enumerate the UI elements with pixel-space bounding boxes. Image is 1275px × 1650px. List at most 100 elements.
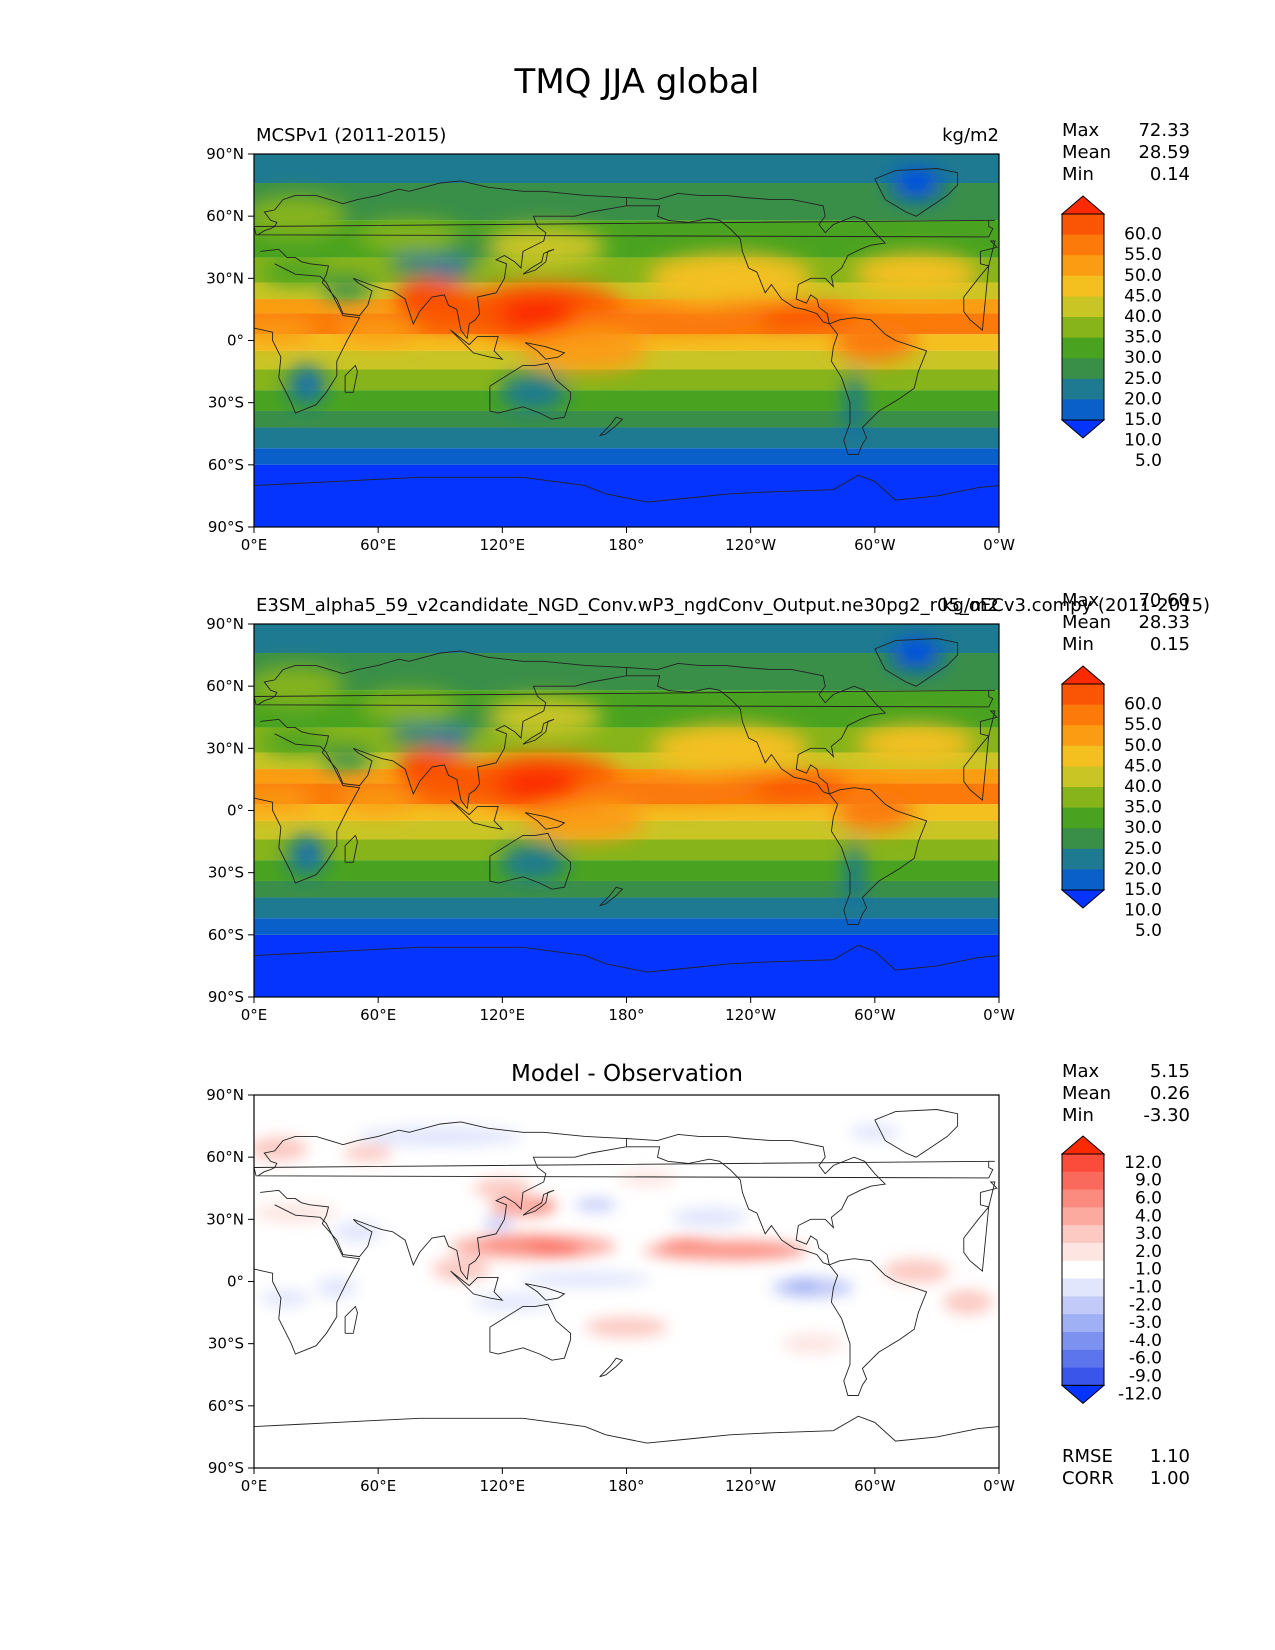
colorbar-label: 40.0 — [1124, 777, 1162, 797]
colorbar-label: 50.0 — [1124, 736, 1162, 756]
x-tick-label: 0°E — [241, 536, 268, 554]
x-tick-label: 0°W — [983, 536, 1015, 554]
dry-region-10 — [446, 236, 497, 258]
colorbar-label: 4.0 — [1135, 1206, 1162, 1226]
coastline-greenland — [874, 638, 959, 687]
moisture-blob-9 — [254, 666, 345, 706]
x-tick-label: 0°W — [983, 1006, 1015, 1024]
x-tick-label: 60°W — [854, 536, 896, 554]
moisture-blob-11 — [523, 330, 648, 372]
moisture-blobs — [254, 638, 976, 904]
moisture-blob-5 — [569, 777, 767, 802]
colorbar-segment — [1062, 1207, 1104, 1226]
dry-region-9 — [322, 746, 372, 772]
coastline-newzealand — [599, 886, 624, 907]
moisture-blob-8 — [481, 226, 606, 268]
anomaly-negative-1 — [785, 1279, 819, 1292]
coastline-indonesia — [450, 799, 504, 830]
dry-region-2 — [500, 373, 567, 411]
map-model — [254, 624, 999, 997]
colorbar-label: 35.0 — [1124, 798, 1162, 818]
x-tick-label: 60°W — [854, 1477, 896, 1495]
anomaly-positive-16 — [781, 1333, 844, 1355]
moisture-blob-10 — [357, 220, 461, 254]
coastline-westhemi — [626, 1133, 928, 1396]
colorbar-label: 40.0 — [1124, 307, 1162, 327]
colorbar-segment — [1062, 1296, 1104, 1315]
moisture-blob-12 — [835, 790, 915, 831]
x-tick-label: 120°E — [480, 536, 526, 554]
colorbar-label: 20.0 — [1124, 859, 1162, 879]
y-tick-label: 90°N — [206, 615, 244, 633]
colorbar-segment — [1062, 296, 1104, 318]
stat-value: 72.33 — [1138, 120, 1190, 141]
dry-region-3 — [847, 841, 861, 904]
colorbar-label: -3.0 — [1129, 1313, 1162, 1333]
coastline-africa-west — [963, 734, 990, 801]
x-tick-label: 60°E — [360, 1006, 396, 1024]
coastline-madagascar — [344, 834, 358, 863]
coastline-britain — [253, 689, 995, 708]
colorbar-label: 12.0 — [1124, 1153, 1162, 1173]
moisture-blob-14 — [338, 788, 418, 812]
moisture-band-13 — [254, 918, 999, 935]
y-tick-label: 30°S — [208, 864, 244, 882]
colorbar-label: -1.0 — [1129, 1278, 1162, 1298]
dry-region-1 — [301, 841, 323, 863]
colorbar-segment — [1062, 869, 1104, 891]
colorbar-bottom-extension — [1060, 889, 1106, 909]
x-tick-label: 180° — [608, 1006, 644, 1024]
coastline-africa — [253, 263, 361, 414]
anomaly-positive-2 — [525, 1242, 584, 1255]
moisture-band-13 — [254, 448, 999, 465]
colorbar-label: 25.0 — [1124, 369, 1162, 389]
colorbar-label: 5.0 — [1135, 921, 1162, 941]
dry-region-5 — [903, 642, 929, 660]
colorbar-segment — [1062, 378, 1104, 400]
moisture-blob-14 — [336, 317, 420, 343]
dry-region-8 — [262, 259, 329, 285]
colorbar-segment — [1062, 317, 1104, 339]
y-tick-label: 60°N — [206, 1148, 244, 1166]
y-tick-label: 0° — [227, 332, 244, 350]
x-tick-label: 60°W — [854, 1006, 896, 1024]
colorbar-label: 9.0 — [1135, 1171, 1162, 1191]
coastline-newzealand — [599, 1357, 624, 1378]
x-tick-label: 120°W — [725, 1477, 776, 1495]
colorbar-segment — [1062, 1189, 1104, 1208]
field-observation — [254, 154, 999, 527]
x-tick-label: 60°E — [360, 536, 396, 554]
anomaly-negative-5 — [672, 1206, 747, 1228]
coastline-westhemi — [626, 192, 928, 455]
y-tick-label: 90°S — [208, 988, 244, 1006]
moisture-blob-7 — [857, 724, 976, 764]
colorbar-segment — [1062, 399, 1104, 421]
colorbar-label: 5.0 — [1135, 451, 1162, 471]
moisture-blob-1 — [496, 767, 583, 800]
colorbar-label: -6.0 — [1129, 1349, 1162, 1369]
y-tick-label: 30°N — [206, 1210, 244, 1228]
moisture-band-11 — [254, 410, 999, 428]
colorbar-label: 30.0 — [1124, 348, 1162, 368]
coastline-britain — [253, 219, 995, 238]
moisture-band-14 — [254, 464, 999, 527]
colorbar-segment — [1062, 1332, 1104, 1351]
colorbar-label: -12.0 — [1118, 1384, 1162, 1404]
map-difference — [254, 1095, 999, 1468]
moisture-band-10 — [254, 390, 999, 411]
anomaly-negative-10 — [316, 1277, 358, 1299]
colorbar-difference: 12.09.06.04.03.02.01.0-1.0-2.0-3.0-4.0-6… — [1060, 1135, 1162, 1404]
coastline-difference — [253, 1109, 1000, 1444]
stat-label: Mean — [1062, 1083, 1111, 1104]
dry-region-7 — [429, 259, 472, 277]
coastline-antarctica — [253, 944, 1000, 973]
y-tick-label: 60°N — [206, 207, 244, 225]
coastline-europe-west — [979, 710, 998, 737]
x-tick-label: 0°W — [983, 1477, 1015, 1495]
stat-label: Min — [1062, 634, 1094, 655]
colorbar-label: 45.0 — [1124, 286, 1162, 306]
colorbar-segment — [1062, 745, 1104, 767]
moisture-blob-6 — [647, 253, 813, 304]
colorbar-label: 55.0 — [1124, 715, 1162, 735]
colorbar-segment — [1062, 725, 1104, 747]
